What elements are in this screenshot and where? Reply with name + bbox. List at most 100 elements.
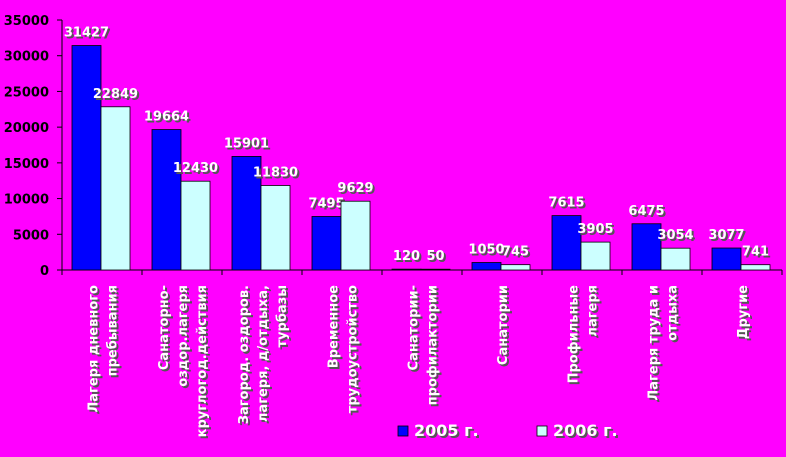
data-label-shadow: 3054 — [659, 230, 695, 245]
data-label: 7495 — [308, 196, 344, 211]
data-label-shadow: 745 — [504, 247, 531, 262]
category-label: круглогод.действия — [195, 285, 210, 437]
category-label-shadow: лагеря, д/отдыха, — [258, 287, 273, 424]
category-label: пребывания — [106, 285, 121, 376]
category-label-shadow: Санатории- — [409, 287, 424, 372]
data-label: 3905 — [577, 222, 613, 237]
data-label-shadow: 19664 — [146, 112, 191, 127]
bar-2006 — [740, 264, 771, 271]
data-label-shadow: 120 — [395, 251, 422, 266]
bar-2005 — [71, 45, 102, 271]
data-label: 22849 — [93, 87, 138, 102]
category-label-shadow: отдыха — [668, 287, 683, 343]
data-label: 31427 — [64, 26, 109, 41]
category-label: оздор.лагеря — [176, 285, 191, 387]
bar-2006 — [180, 180, 211, 271]
bar-2006 — [340, 200, 371, 271]
data-label-shadow: 15901 — [226, 138, 271, 153]
data-label: 50 — [426, 249, 444, 264]
bar-2006 — [660, 247, 691, 271]
data-label-shadow: 7495 — [310, 198, 346, 213]
bar-2005 — [711, 247, 742, 271]
bar-2006 — [580, 241, 611, 271]
bar-2005 — [311, 216, 342, 271]
legend-label-shadow: 2006 г. — [555, 423, 620, 442]
y-tick-label: 0 — [40, 264, 49, 279]
data-label-shadow: 50 — [428, 251, 446, 266]
category-label: профилактории — [426, 285, 441, 405]
data-label: 745 — [502, 245, 529, 260]
bar-2006 — [500, 264, 531, 271]
category-label-shadow: Санатории — [498, 287, 513, 367]
legend-label-shadow: 2005 г. — [416, 423, 481, 442]
legend-swatch-2005 — [397, 425, 409, 437]
bar-2006 — [420, 268, 451, 271]
category-label-shadow: турбазы — [277, 287, 292, 349]
data-label: 3077 — [708, 228, 744, 243]
y-tick-label: 30000 — [4, 50, 49, 65]
category-label-shadow: профилактории — [428, 287, 443, 407]
data-label-shadow: 7615 — [550, 198, 586, 213]
data-label: 120 — [393, 249, 420, 264]
category-label-shadow: Загород. оздоров. — [239, 287, 254, 426]
category-label: лагеря — [586, 285, 601, 337]
category-label-shadow: Лагеря труда и — [649, 287, 664, 403]
legend-label: 2006 г. — [553, 421, 618, 440]
category-label: Временное — [327, 285, 342, 368]
data-label: 12430 — [173, 161, 218, 176]
category-label-shadow: Другие — [738, 287, 753, 341]
legend-swatch-2006 — [536, 425, 548, 437]
category-label-shadow: Лагеря дневного — [89, 287, 104, 415]
category-label-shadow: трудоустройство — [348, 287, 363, 415]
bar-2006 — [100, 106, 131, 271]
data-label: 19664 — [144, 110, 189, 125]
data-label: 1050 — [468, 243, 504, 258]
data-label: 6475 — [628, 204, 664, 219]
data-label-shadow: 12430 — [175, 163, 220, 178]
legend-label: 2005 г. — [414, 421, 479, 440]
category-label: Санатории — [496, 285, 511, 365]
data-label-shadow: 11830 — [255, 168, 300, 183]
data-label: 11830 — [253, 166, 298, 181]
data-label-shadow: 741 — [744, 247, 771, 262]
data-label-shadow: 3077 — [710, 230, 746, 245]
category-label-shadow: пребывания — [108, 287, 123, 378]
bar-2005 — [231, 156, 262, 271]
category-label-shadow: оздор.лагеря — [178, 287, 193, 389]
data-label: 3054 — [657, 228, 693, 243]
category-label-shadow: лагеря — [588, 287, 603, 339]
bar-2005 — [391, 268, 422, 271]
category-label: Загород. оздоров. — [237, 285, 252, 424]
category-label: Санаторно- — [157, 285, 172, 370]
y-tick-label: 10000 — [4, 193, 49, 208]
data-label-shadow: 6475 — [630, 206, 666, 221]
bar-2006 — [260, 185, 291, 271]
data-label-shadow: 9629 — [339, 183, 375, 198]
y-tick-label: 25000 — [4, 85, 49, 100]
category-label: Лагеря труда и — [647, 285, 662, 401]
data-label: 741 — [742, 245, 769, 260]
data-label-shadow: 1050 — [470, 245, 506, 260]
data-label-shadow: 31427 — [66, 28, 111, 43]
category-label-shadow: Временное — [329, 287, 344, 370]
bar-2005 — [151, 129, 182, 271]
category-label: турбазы — [275, 285, 290, 347]
y-tick-label: 35000 — [4, 14, 49, 29]
category-label: отдыха — [666, 285, 681, 341]
category-label: лагеря, д/отдыха, — [256, 285, 271, 422]
bar-2005 — [631, 223, 662, 271]
category-label: Лагеря дневного — [87, 285, 102, 413]
y-tick-label: 15000 — [4, 157, 49, 172]
y-tick-label: 20000 — [4, 121, 49, 136]
category-label: Другие — [736, 285, 751, 339]
category-label-shadow: Профильные — [569, 287, 584, 386]
category-label-shadow: Санаторно- — [159, 287, 174, 372]
data-label: 15901 — [224, 136, 269, 151]
data-label: 9629 — [337, 181, 373, 196]
category-label: Профильные — [567, 285, 582, 384]
y-tick-label: 5000 — [13, 228, 49, 243]
data-label: 7615 — [548, 196, 584, 211]
bar-2005 — [471, 262, 502, 271]
